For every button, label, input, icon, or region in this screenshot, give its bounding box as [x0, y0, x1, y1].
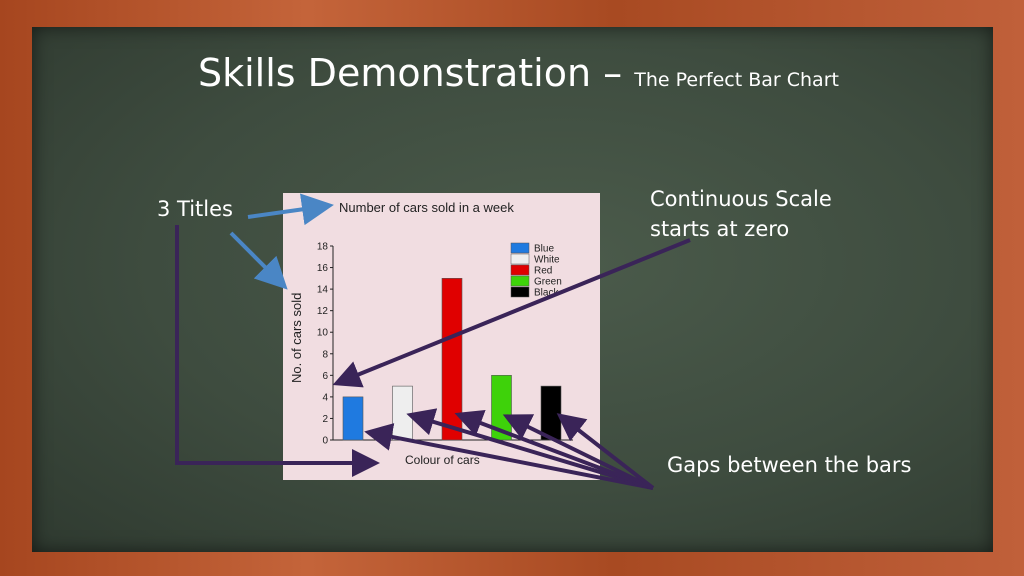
y-tick-label: 0 [322, 436, 328, 447]
y-tick-label: 12 [317, 306, 329, 317]
arrow-gap-3 [454, 409, 654, 490]
arrow-gap-4 [502, 414, 654, 490]
y-tick-label: 2 [322, 414, 328, 425]
arrow-gap-5 [556, 413, 655, 490]
scale-label-line2: starts at zero [650, 217, 790, 241]
chart-title: Number of cars sold in a week [339, 200, 514, 215]
legend-swatch [510, 242, 530, 254]
y-tick-label: 4 [322, 392, 328, 403]
bar-chart-panel: Number of cars sold in a week Colour of … [283, 193, 600, 480]
bar-blue [342, 396, 364, 441]
legend-label: Green [534, 277, 562, 288]
y-tick-label: 10 [317, 328, 329, 339]
arrow-gap-2 [406, 408, 654, 490]
y-tick-label: 6 [322, 371, 328, 382]
slide-title-main: Skills Demonstration – [198, 51, 623, 95]
slide-title: Skills Demonstration – The Perfect Bar C… [198, 48, 839, 105]
legend-swatch [510, 253, 530, 265]
chart-ylabel: No. of cars sold [289, 293, 304, 383]
legend-label: Blue [534, 244, 554, 255]
y-tick-label: 8 [322, 349, 328, 360]
y-tick-label: 16 [317, 263, 329, 274]
y-tick-label: 18 [317, 242, 329, 253]
legend-swatch [510, 275, 530, 287]
y-tick-label: 14 [317, 285, 329, 296]
legend-swatch [510, 286, 530, 298]
legend-swatch [510, 264, 530, 276]
y-axis-ticks: 0 2 4 6 8 10 12 14 16 18 [317, 242, 333, 447]
legend-label: White [534, 255, 560, 266]
arrow-to-zero-scale [332, 238, 691, 388]
arrow-to-y-label [229, 231, 288, 290]
bar-red [441, 278, 463, 441]
scale-label-line1: Continuous Scale [650, 187, 832, 211]
gaps-label: Gaps between the bars [667, 453, 912, 477]
arrow-gap-1 [364, 423, 654, 490]
legend-label: Red [534, 266, 552, 277]
three-titles-label: 3 Titles [157, 197, 233, 221]
slide-title-sub: The Perfect Bar Chart [634, 69, 839, 91]
arrow-to-chart-title [247, 193, 334, 226]
chart-xlabel: Colour of cars [405, 453, 480, 467]
legend-label: Black [534, 288, 559, 299]
arrow-to-x-label [175, 225, 380, 477]
